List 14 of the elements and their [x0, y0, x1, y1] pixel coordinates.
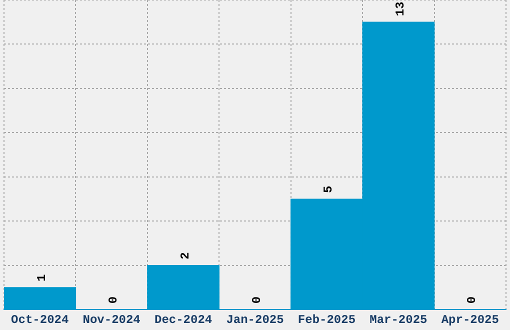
x-tick-label: Dec-2024 — [154, 312, 212, 327]
x-tick-label: Nov-2024 — [82, 312, 140, 327]
data-label: 0 — [106, 296, 121, 304]
x-tick-label: Jan-2025 — [226, 312, 284, 327]
x-tick-label: Mar-2025 — [370, 312, 428, 327]
x-tick-label: Apr-2025 — [441, 312, 499, 327]
data-label: 2 — [178, 252, 192, 260]
x-tick-label: Feb-2025 — [298, 312, 356, 327]
data-label: 5 — [322, 186, 336, 194]
data-label: 13 — [393, 2, 408, 16]
data-label: 0 — [250, 296, 264, 304]
x-tick-label: Oct-2024 — [11, 312, 69, 327]
data-label: 0 — [465, 296, 480, 304]
data-label: 1 — [34, 274, 49, 282]
